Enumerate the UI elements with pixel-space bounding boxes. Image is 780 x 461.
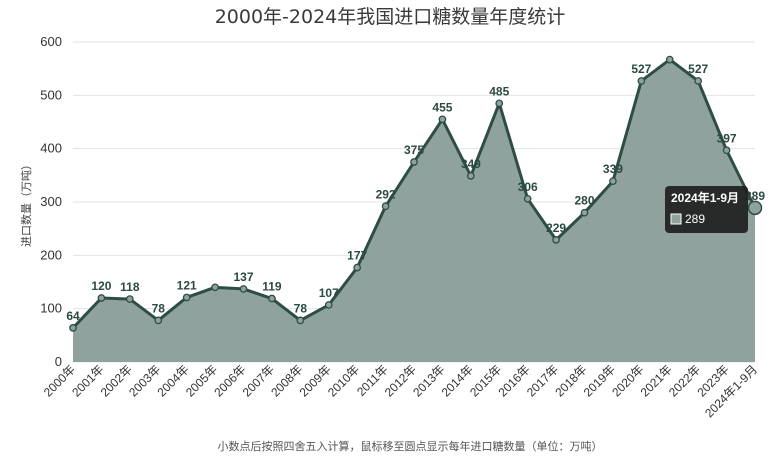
y-tick-label: 400: [40, 141, 62, 156]
tooltip-swatch: [670, 213, 682, 225]
data-label: 107: [319, 286, 339, 300]
tooltip-box: [665, 186, 748, 233]
data-point[interactable]: [154, 316, 163, 325]
data-label: 120: [91, 279, 111, 293]
data-label: 177: [347, 249, 367, 263]
data-point[interactable]: [722, 146, 731, 155]
data-point[interactable]: [239, 285, 248, 293]
data-point[interactable]: [381, 202, 390, 211]
data-label: 64: [66, 309, 80, 323]
data-point[interactable]: [609, 177, 617, 186]
chart-title: 2000年-2024年我国进口糖数量年度统计: [215, 6, 566, 28]
data-point[interactable]: [580, 208, 589, 217]
data-point[interactable]: [353, 263, 362, 272]
tooltip-title: 2024年1-9月: [671, 190, 739, 205]
y-tick-label: 600: [40, 34, 62, 49]
data-label: 119: [262, 280, 282, 294]
data-label: 292: [376, 187, 396, 201]
data-label: 485: [489, 84, 509, 98]
y-tick-label: 300: [40, 194, 62, 209]
x-axis-ticks: 2000年2001年2002年2003年2004年2005年2006年2007年…: [41, 362, 760, 420]
area-fill: [73, 59, 755, 362]
data-point[interactable]: [296, 316, 305, 325]
data-label: 121: [177, 278, 197, 292]
data-label: 527: [688, 62, 708, 76]
data-point[interactable]: [324, 301, 333, 309]
tooltip: 2024年1-9月 289: [665, 186, 748, 233]
data-point[interactable]: [97, 294, 106, 302]
data-point[interactable]: [410, 158, 418, 166]
data-point[interactable]: [495, 99, 504, 108]
data-point[interactable]: [747, 200, 763, 216]
y-tick-label: 500: [40, 87, 62, 102]
data-point[interactable]: [694, 77, 703, 85]
data-label: 118: [120, 280, 140, 294]
data-label: 375: [404, 143, 424, 157]
data-label: 280: [574, 194, 594, 208]
data-label: 397: [717, 131, 737, 145]
data-label: 339: [603, 162, 623, 176]
y-tick-label: 200: [40, 247, 62, 262]
y-tick-label: 0: [55, 354, 62, 369]
y-tick-label: 100: [40, 301, 62, 316]
data-label: 289: [745, 189, 765, 203]
data-labels: 64 120 118 78 121 137 119 78 107 177 292 375 455 349 4…: [66, 62, 765, 323]
footnote: 小数点后按照四舍五入计算，鼠标移至圆点显示每年进口糖数量（单位：万吨）: [218, 439, 603, 453]
data-label: 229: [546, 221, 566, 235]
data-points[interactable]: [69, 55, 763, 332]
data-point[interactable]: [268, 294, 276, 303]
data-point[interactable]: [665, 55, 674, 64]
y-axis-label: 进口数量（万吨）: [20, 159, 33, 247]
x-tick-label: 2010年: [325, 362, 362, 399]
data-label: 306: [518, 180, 538, 194]
data-point[interactable]: [438, 115, 447, 124]
area-series: [71, 58, 757, 362]
data-point[interactable]: [211, 283, 219, 292]
data-point[interactable]: [523, 194, 532, 203]
data-label: 137: [233, 270, 253, 284]
data-point[interactable]: [466, 172, 475, 180]
data-point[interactable]: [637, 77, 646, 85]
data-label: 78: [294, 301, 308, 315]
data-label: 455: [432, 100, 452, 114]
data-label: 349: [461, 157, 481, 171]
data-point[interactable]: [69, 324, 77, 332]
tooltip-value: 289: [685, 212, 705, 226]
data-label: 78: [152, 301, 166, 315]
y-axis-ticks: 0 100 200 300 400 500 600: [40, 34, 62, 369]
data-point[interactable]: [125, 295, 134, 303]
data-label: 527: [631, 62, 651, 76]
data-point[interactable]: [182, 293, 191, 302]
data-point[interactable]: [552, 236, 560, 244]
